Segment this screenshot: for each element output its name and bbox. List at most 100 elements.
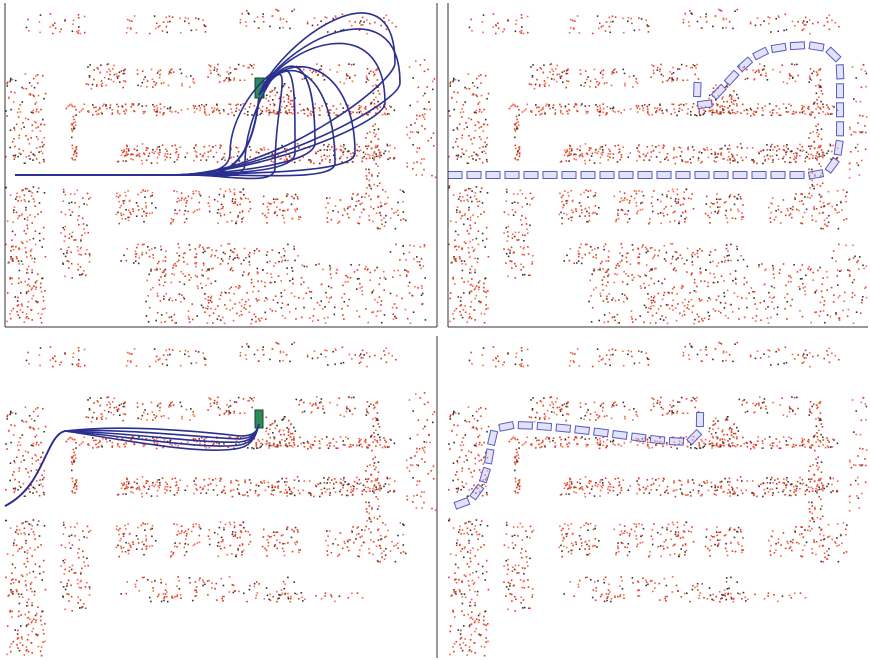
point	[485, 153, 487, 155]
point	[463, 224, 465, 226]
point	[379, 437, 381, 439]
point	[76, 31, 78, 33]
point	[33, 78, 35, 80]
point	[544, 84, 546, 86]
point	[757, 107, 759, 109]
point	[420, 268, 422, 270]
point	[819, 194, 821, 196]
point	[524, 110, 526, 112]
point	[137, 154, 139, 156]
point	[175, 145, 177, 147]
point	[202, 307, 204, 309]
point	[513, 252, 515, 254]
point	[345, 281, 347, 283]
point	[44, 290, 46, 292]
point	[668, 79, 670, 81]
point	[239, 302, 241, 304]
point	[648, 298, 650, 300]
point	[193, 81, 195, 83]
point	[143, 244, 145, 246]
point	[762, 107, 764, 109]
point	[340, 156, 342, 158]
point	[552, 107, 554, 109]
point	[659, 71, 661, 73]
point	[41, 142, 43, 144]
point	[477, 87, 479, 89]
point	[365, 109, 367, 111]
point	[717, 153, 719, 155]
point	[468, 73, 470, 75]
point	[413, 258, 415, 260]
point	[217, 223, 219, 225]
point	[209, 206, 211, 208]
point	[812, 186, 814, 188]
point	[486, 159, 488, 161]
point	[143, 153, 145, 155]
point	[103, 103, 105, 105]
point	[813, 272, 815, 274]
point	[321, 159, 323, 161]
point	[411, 295, 413, 297]
point	[772, 155, 774, 157]
point	[160, 246, 162, 248]
point	[157, 312, 159, 314]
point	[86, 225, 88, 227]
point	[824, 224, 826, 226]
point	[795, 152, 797, 154]
point	[727, 250, 729, 252]
point	[602, 112, 604, 114]
point	[683, 22, 685, 24]
point	[667, 153, 669, 155]
point	[167, 153, 169, 155]
point	[809, 19, 811, 21]
point	[37, 415, 39, 417]
point	[766, 144, 768, 146]
point	[755, 25, 757, 27]
point	[327, 317, 329, 319]
point	[225, 191, 227, 193]
point	[80, 33, 82, 35]
point	[25, 406, 27, 408]
point	[308, 287, 310, 289]
point	[599, 269, 601, 271]
point	[820, 302, 822, 304]
point	[320, 300, 322, 302]
point	[22, 434, 24, 436]
point	[389, 105, 391, 107]
point	[303, 69, 305, 71]
point	[673, 212, 675, 214]
point	[629, 200, 631, 202]
point	[659, 109, 661, 111]
point	[247, 114, 249, 116]
point	[131, 20, 133, 22]
point	[794, 156, 796, 158]
point	[746, 69, 748, 71]
point	[631, 316, 633, 318]
point	[125, 195, 127, 197]
point	[458, 80, 460, 82]
point	[23, 88, 25, 90]
point	[152, 86, 154, 88]
point	[239, 286, 241, 288]
point	[592, 307, 594, 309]
point	[624, 213, 626, 215]
point	[700, 16, 702, 18]
point	[511, 261, 513, 263]
point	[31, 418, 33, 420]
point	[575, 104, 577, 106]
point	[609, 157, 611, 159]
point	[390, 251, 392, 253]
point	[611, 85, 613, 87]
point	[529, 225, 531, 227]
point	[252, 291, 254, 293]
point	[171, 282, 173, 284]
point	[603, 103, 605, 105]
point	[240, 19, 242, 21]
point	[590, 295, 592, 297]
point	[41, 322, 43, 324]
point	[349, 77, 351, 79]
point	[329, 69, 331, 71]
point	[222, 208, 224, 210]
point	[396, 295, 398, 297]
point	[316, 63, 318, 65]
